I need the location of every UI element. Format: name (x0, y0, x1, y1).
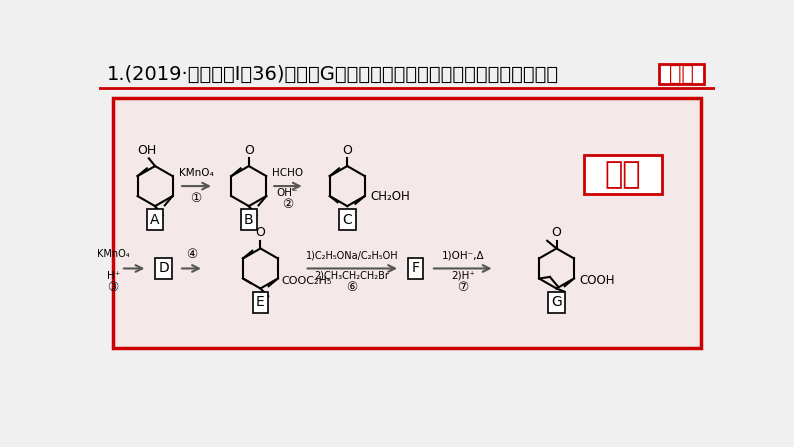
Text: A: A (150, 213, 160, 227)
Text: 2)CH₃CH₂CH₂Br: 2)CH₃CH₂CH₂Br (314, 270, 389, 280)
FancyBboxPatch shape (584, 155, 662, 194)
Text: B: B (244, 213, 253, 227)
Text: C: C (342, 213, 352, 227)
Text: ①: ① (191, 192, 202, 205)
Text: 框图: 框图 (605, 160, 642, 189)
Text: ⑦: ⑦ (457, 281, 468, 294)
Text: OH: OH (137, 144, 157, 157)
Text: 1)OH⁻,Δ: 1)OH⁻,Δ (441, 250, 484, 260)
Text: O: O (256, 226, 265, 239)
Text: KMnO₄: KMnO₄ (97, 249, 129, 259)
Text: 1)C₂H₅ONa/C₂H₅OH: 1)C₂H₅ONa/C₂H₅OH (306, 250, 399, 260)
Text: ④: ④ (186, 248, 197, 261)
Text: D: D (158, 261, 169, 275)
Text: ③: ③ (107, 281, 119, 294)
Text: G: G (551, 295, 562, 309)
Text: F: F (411, 261, 419, 275)
Text: O: O (552, 226, 561, 239)
Text: ⑥: ⑥ (346, 281, 357, 294)
Text: 1.(2019·课标全国Ⅰ，36)化合物G是一种药物合成中间体，其合成路线如下：: 1.(2019·课标全国Ⅰ，36)化合物G是一种药物合成中间体，其合成路线如下： (107, 65, 559, 84)
Text: H⁺: H⁺ (106, 271, 120, 281)
Text: 2)H⁺: 2)H⁺ (451, 270, 475, 280)
Text: ②: ② (282, 198, 293, 211)
Text: O: O (244, 144, 254, 157)
FancyBboxPatch shape (659, 63, 703, 84)
Text: OH⁻: OH⁻ (277, 188, 299, 198)
Text: 题干: 题干 (669, 63, 694, 84)
Text: COOH: COOH (579, 274, 615, 287)
Text: E: E (256, 295, 265, 309)
Text: O: O (342, 144, 353, 157)
Text: CH₂OH: CH₂OH (371, 190, 410, 203)
Text: HCHO: HCHO (272, 169, 303, 178)
Text: KMnO₄: KMnO₄ (179, 169, 214, 178)
FancyBboxPatch shape (114, 97, 700, 348)
Text: COOC₂H₅: COOC₂H₅ (281, 276, 331, 286)
